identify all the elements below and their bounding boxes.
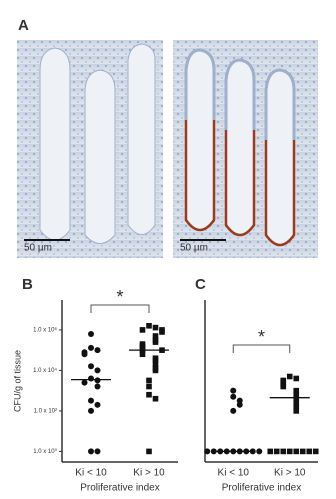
x-axis-label: Proliferative index [222, 483, 301, 494]
data-point [81, 379, 88, 386]
data-point [293, 395, 300, 402]
data-point [293, 448, 300, 455]
data-point [152, 361, 159, 368]
data-point [293, 408, 300, 414]
data-point [152, 357, 159, 363]
data-point [236, 401, 243, 408]
data-point [94, 377, 101, 384]
micrograph: 50 µm [173, 40, 318, 258]
data-point [88, 407, 94, 414]
x-axis-label: Proliferative index [80, 483, 159, 494]
data-point [81, 351, 88, 358]
data-point [146, 383, 152, 390]
data-point [146, 377, 152, 384]
y-tick-label: 1.0 x 10⁴ [33, 367, 57, 374]
data-point [293, 375, 300, 382]
data-point [152, 339, 159, 345]
data-point [293, 387, 300, 394]
panel-label: B [22, 276, 33, 293]
data-point [312, 448, 319, 455]
data-point [152, 333, 159, 339]
data-point [293, 400, 300, 406]
data-point [88, 363, 94, 370]
y-tick-label: 1.0 x 10² [34, 408, 57, 414]
data-point [88, 344, 94, 351]
significance-mark: * [258, 327, 265, 347]
y-axis-label: CFU/g of tissue [12, 350, 22, 412]
data-point [230, 387, 237, 394]
data-point [159, 329, 165, 335]
data-point [146, 391, 152, 398]
data-point [236, 397, 243, 404]
x-tick-label: Ki > 10 [133, 468, 165, 479]
data-point [293, 403, 300, 410]
data-point [306, 448, 313, 455]
data-point [152, 324, 159, 331]
data-point [139, 351, 146, 358]
micrograph: 50 µm [17, 40, 163, 258]
data-point [280, 448, 287, 455]
data-point [286, 448, 293, 455]
data-point [88, 375, 94, 382]
data-point [94, 401, 101, 408]
x-tick-label: Ki < 10 [75, 468, 107, 479]
data-point [230, 407, 237, 414]
data-point [94, 383, 101, 390]
panel-label: C [195, 276, 206, 293]
significance-bracket [232, 344, 291, 353]
data-point [88, 397, 94, 404]
data-point [88, 330, 94, 337]
data-point [139, 327, 146, 333]
y-tick-label: 1.0 x 10⁶ [33, 326, 57, 333]
data-point [267, 448, 274, 455]
data-point [146, 448, 152, 455]
significance-mark: * [116, 287, 123, 307]
data-point [88, 448, 94, 455]
panel-label: A [18, 17, 29, 34]
data-point [299, 448, 306, 455]
data-point [273, 448, 280, 455]
significance-bracket [90, 304, 150, 313]
data-point [230, 393, 237, 400]
data-point [94, 367, 101, 374]
data-point [286, 373, 293, 380]
scale-bar-label: 50 µm [24, 243, 52, 254]
data-point [256, 448, 263, 455]
data-point [293, 391, 300, 398]
data-point [152, 395, 159, 402]
scale-bar-label: 50 µm [180, 243, 208, 254]
x-tick-label: Ki > 10 [274, 468, 306, 479]
data-point [152, 367, 159, 374]
x-tick-label: Ki < 10 [218, 468, 250, 479]
data-point [146, 322, 152, 329]
data-point [94, 448, 101, 455]
data-point [280, 383, 287, 390]
data-point [94, 347, 101, 354]
data-point [204, 448, 211, 455]
y-tick-label: 1.0 x 10⁰ [33, 448, 57, 455]
